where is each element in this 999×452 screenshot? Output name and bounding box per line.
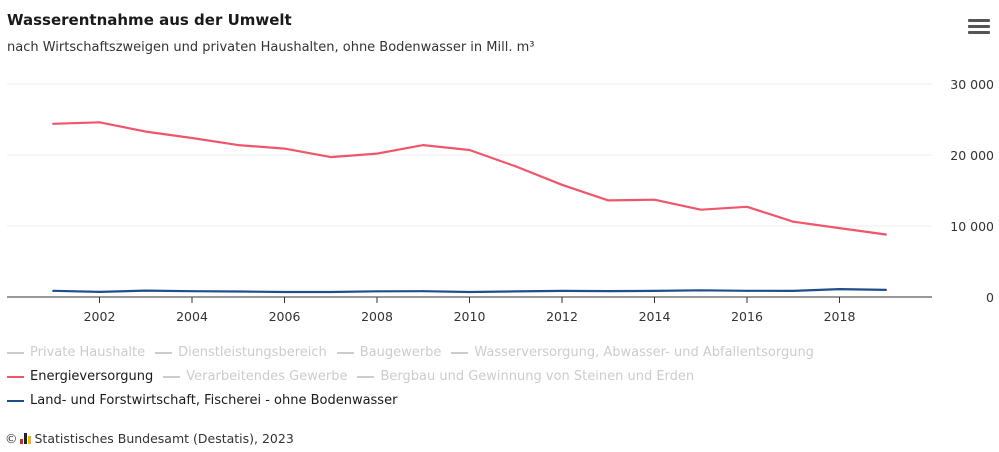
data-point bbox=[376, 152, 378, 155]
legend-item[interactable]: Baugewerbe bbox=[336, 342, 442, 364]
x-tick-label: 2014 bbox=[639, 309, 671, 324]
legend-label: Baugewerbe bbox=[359, 345, 442, 360]
hamburger-menu-icon[interactable] bbox=[968, 19, 990, 37]
data-point bbox=[746, 289, 748, 292]
data-point bbox=[746, 205, 748, 208]
data-point bbox=[98, 290, 101, 293]
legend-swatch bbox=[357, 376, 375, 378]
data-point bbox=[607, 199, 610, 202]
x-tick-label: 2004 bbox=[176, 309, 208, 324]
data-point bbox=[884, 288, 887, 291]
data-point bbox=[144, 289, 147, 292]
legend-label: Land- und Forstwirtschaft, Fischerei - o… bbox=[30, 393, 398, 408]
data-point bbox=[561, 183, 563, 186]
chart-credits: © Statistisches Bundesamt (Destatis), 20… bbox=[5, 431, 294, 446]
data-point bbox=[376, 290, 378, 293]
y-tick-label: 10 000 bbox=[950, 219, 994, 234]
legend-item[interactable]: Dienstleistungsbereich bbox=[155, 342, 327, 364]
data-point bbox=[422, 290, 425, 293]
data-point bbox=[329, 290, 332, 293]
menu-bar bbox=[968, 31, 990, 34]
legend-item[interactable]: Wasserversorgung, Abwasser- und Abfallen… bbox=[451, 342, 814, 364]
legend-swatch bbox=[7, 400, 24, 402]
x-tick-label: 2006 bbox=[269, 309, 301, 324]
legend-swatch bbox=[163, 376, 181, 378]
data-point bbox=[653, 289, 656, 292]
data-point bbox=[792, 289, 795, 292]
x-tick-label: 2012 bbox=[546, 309, 578, 324]
data-point bbox=[653, 198, 656, 201]
data-point bbox=[422, 144, 425, 147]
data-point bbox=[699, 208, 702, 211]
legend-item[interactable]: Private Haushalte bbox=[7, 342, 145, 364]
data-point bbox=[699, 289, 702, 292]
copyright-symbol: © bbox=[5, 431, 18, 446]
legend-label: Bergbau und Gewinnung von Steinen und Er… bbox=[380, 369, 695, 384]
menu-bar bbox=[968, 25, 990, 28]
legend-label: Verarbeitendes Gewerbe bbox=[186, 369, 348, 384]
data-point bbox=[52, 122, 55, 125]
data-point bbox=[792, 220, 795, 223]
legend-label: Wasserversorgung, Abwasser- und Abfallen… bbox=[474, 345, 814, 360]
destatis-logo-icon bbox=[19, 433, 31, 444]
x-tick-label: 2010 bbox=[454, 309, 486, 324]
legend-swatch bbox=[7, 352, 24, 354]
legend-label: Energieversorgung bbox=[30, 369, 154, 384]
data-point bbox=[283, 291, 286, 294]
data-point bbox=[561, 289, 563, 292]
legend-item[interactable]: Verarbeitendes Gewerbe bbox=[163, 366, 347, 388]
data-point bbox=[468, 149, 471, 152]
line-chart: 0 10 000 20 000 30 000 2002 2004 2006 2008 2010 2… bbox=[7, 77, 994, 324]
chart-title: Wasserentnahme aus der Umwelt bbox=[7, 11, 292, 29]
legend-swatch bbox=[7, 376, 24, 378]
data-point bbox=[514, 290, 517, 293]
legend-label: Dienstleistungsbereich bbox=[178, 345, 327, 360]
x-tick-label: 2018 bbox=[824, 309, 856, 324]
x-tick-label: 2008 bbox=[361, 309, 393, 324]
y-tick-label: 20 000 bbox=[950, 148, 994, 163]
legend-item[interactable]: Bergbau und Gewinnung von Steinen und Er… bbox=[357, 366, 694, 388]
data-point bbox=[607, 290, 610, 293]
chart-subtitle: nach Wirtschaftszweigen und privaten Hau… bbox=[7, 40, 535, 55]
data-point bbox=[191, 290, 193, 293]
data-point bbox=[514, 165, 517, 168]
legend-swatch bbox=[336, 352, 354, 354]
data-point bbox=[283, 147, 286, 150]
data-point bbox=[52, 289, 55, 292]
credits-text[interactable]: Statistisches Bundesamt (Destatis), 2023 bbox=[34, 431, 294, 446]
legend-label: Private Haushalte bbox=[30, 345, 146, 360]
legend-item[interactable]: Energieversorgung bbox=[7, 366, 153, 388]
data-point bbox=[884, 233, 887, 236]
data-point bbox=[838, 227, 841, 230]
data-point bbox=[838, 288, 841, 291]
chart-legend: Private Haushalte Dienstleistungsbereich B… bbox=[7, 340, 937, 412]
data-point bbox=[329, 156, 332, 159]
y-tick-label: 30 000 bbox=[950, 77, 994, 92]
legend-swatch bbox=[451, 352, 469, 354]
menu-bar bbox=[968, 19, 990, 22]
x-tick-label: 2002 bbox=[84, 309, 116, 324]
data-point bbox=[468, 291, 471, 294]
data-point bbox=[98, 121, 101, 124]
legend-item[interactable]: Land- und Forstwirtschaft, Fischerei - o… bbox=[7, 390, 397, 412]
y-tick-label: 0 bbox=[986, 290, 994, 305]
x-tick-label: 2016 bbox=[731, 309, 763, 324]
data-point bbox=[144, 130, 147, 133]
data-point bbox=[191, 136, 193, 139]
data-point bbox=[237, 290, 240, 293]
series-line bbox=[52, 121, 887, 236]
data-point bbox=[237, 144, 240, 147]
legend-swatch bbox=[155, 352, 173, 354]
